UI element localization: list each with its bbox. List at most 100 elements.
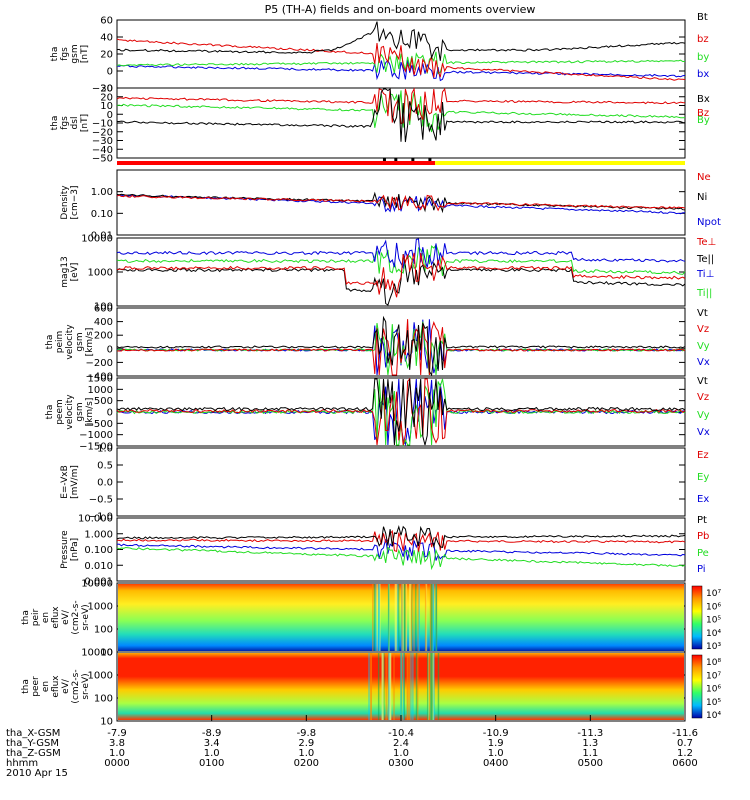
y-tick-label: 400 [94,317,113,328]
series-line-Ne [116,194,686,212]
y-tick-label: 20 [100,50,113,61]
legend-label: Pe [697,548,709,559]
x-axis-value: 3.8 [109,738,125,749]
legend-label: Bz [697,108,709,119]
y-tick-label: −50 [92,154,113,165]
series-line-Vt [116,315,686,377]
y-axis-label: en [41,612,51,623]
legend-label: Pt [697,515,707,526]
y-tick-label: 10000 [81,579,113,590]
legend-label: Vx [697,357,710,368]
y-tick-label: 600 [94,304,113,315]
spectrogram-streak [388,653,391,720]
colorbar [691,654,703,719]
mode-bar-tick [428,158,432,161]
spectrogram-streak [408,653,411,720]
series-line-Pe [116,546,686,571]
x-axis-value: 0600 [672,758,697,769]
y-tick-label: 10 [100,717,113,728]
legend-label: Npot [697,217,721,228]
y-axis-label: mag13 [60,256,70,287]
y-tick-label: −200 [86,358,113,369]
spectrogram-streak [415,584,417,651]
spectrogram-streak [404,584,406,651]
y-tick-label: −10 [92,119,113,130]
x-axis-value: -9.8 [297,728,317,739]
x-axis-value: 1.1 [582,748,598,759]
y-tick-label: 1.0 [97,444,113,455]
series-line-Bt [116,21,686,61]
spectrogram-streak [432,653,434,720]
y-tick-label: 500 [94,396,113,407]
y-axis-label: sr-eV) [81,673,91,699]
legend-label: Ni [697,192,707,203]
legend-label: Vt [697,308,708,319]
spectrogram-streak [424,584,427,651]
legend-label: Vt [697,376,708,387]
spectrogram-streak [426,653,429,720]
y-tick-label: 0 [107,344,113,355]
spectrogram-streak [402,653,405,720]
spectrogram-streak [403,653,406,720]
spectrogram-streak [405,584,408,651]
y-tick-label: −1500 [79,442,113,453]
panel-6: 1.0 0.5 0.0 −0.5 −1.0 E=-VxB [mV/m] Ez Ey Ex [60,444,709,523]
y-axis-label: gsm [75,332,85,351]
legend-label: Ez [697,450,709,461]
y-tick-label: 1000 [88,268,113,279]
spectrogram-streak [410,653,412,720]
legend-label: Vy [697,341,710,352]
spectrogram-streak [402,584,405,651]
y-tick-label: 0.001 [84,577,113,588]
legend-label: Vz [697,392,709,403]
y-tick-label: 100 [94,625,113,636]
y-tick-label: 100 [94,302,113,313]
legend-label: Ne [697,172,711,183]
x-axis-value: -7.9 [107,728,127,739]
spectrogram-streak [415,653,418,720]
panel-frame [116,307,686,377]
y-tick-label: −500 [86,419,113,430]
y-tick-label: 0.0 [97,478,113,489]
legend-label: Ti⊥ [696,269,714,280]
y-axis-label: tha [21,679,31,694]
spectrogram-streak [430,653,432,720]
mode-bar-segment [435,161,685,165]
x-axis-value: 0500 [578,758,603,769]
y-axis-label: fgs [60,47,70,61]
y-axis-label: (cm2-s- [71,669,81,703]
spectrogram-streak [430,584,433,651]
series-line-Vz [116,377,686,446]
x-axis-value: -11.6 [672,728,698,739]
spectrogram-streak [437,653,440,720]
legend-label: Vy [697,410,710,421]
x-axis-value: 1.0 [488,748,504,759]
x-axis-value: 1.9 [488,738,504,749]
legend-label: Vx [697,427,710,438]
y-axis-label: dsl [70,117,80,130]
legend-label: Vz [697,324,709,335]
series-line-Vt [116,378,686,446]
spectrogram-streak [432,584,435,651]
y-tick-label: 100 [94,694,113,705]
x-axis-value: -11.3 [577,728,603,739]
y-tick-label: 30 [100,84,113,95]
legend-label: Pi [697,564,706,575]
series-line-Pt [116,525,686,549]
panel-2: 1.00 0.10 0.01 Density [cm−3] Ne Ni Npot [60,169,721,242]
y-axis-label: velocity [65,394,75,430]
y-axis-label: gsm [75,402,85,421]
y-tick-label: −20 [92,127,113,138]
x-axis-value: 1.0 [109,748,125,759]
spectrogram-streak [410,584,413,651]
colorbar-label: 10⁷ [706,671,721,681]
y-tick-label: 40 [100,33,113,44]
x-axis-value: 1.2 [677,748,693,759]
y-axis-label: [nT] [80,114,90,132]
colorbar-label: 10⁴ [706,711,721,721]
y-tick-label: 0 [107,408,113,419]
colorbar-label: 10⁷ [706,589,721,599]
y-axis-label: gsm [70,44,80,63]
series-line-Vy [116,321,686,376]
